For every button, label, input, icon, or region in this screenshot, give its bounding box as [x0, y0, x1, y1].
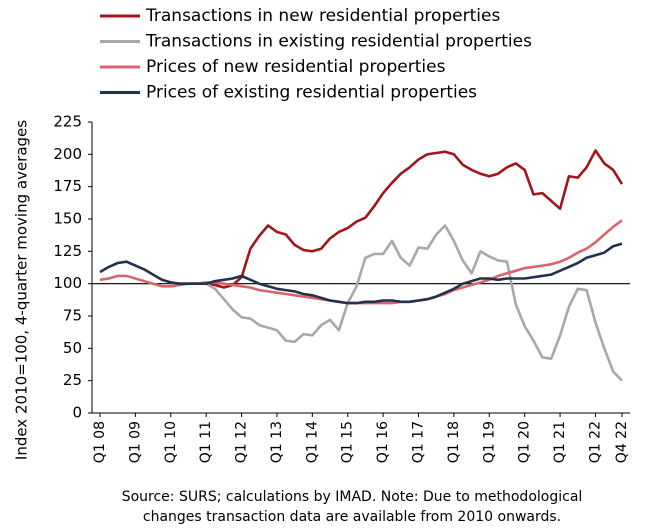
x-tick-label: Q1 19 [481, 421, 497, 463]
x-tick-label: Q1 15 [340, 421, 356, 463]
legend-label: Prices of existing residential propertie… [146, 83, 477, 103]
x-tick-label: Q1 09 [127, 421, 143, 463]
x-tick-label: Q1 21 [552, 421, 568, 463]
legend-label: Transactions in new residential properti… [145, 6, 500, 26]
y-tick-label: 50 [63, 339, 82, 357]
y-tick-label: 150 [53, 210, 82, 228]
x-tick-label: Q1 18 [446, 421, 462, 463]
x-tick-label: Q1 20 [517, 421, 533, 463]
series-line [170, 224, 623, 382]
x-tick-label: Q1 11 [198, 421, 214, 463]
x-tick-label: Q1 22 [587, 421, 603, 463]
y-tick-label: 125 [53, 242, 82, 260]
note: changes transaction data are available f… [143, 509, 561, 525]
x-tick-label: Q1 08 [92, 421, 108, 463]
series-line [99, 242, 623, 305]
note: Source: SURS; calculations by IMAD. Note… [122, 489, 583, 505]
y-tick-label: 175 [53, 177, 82, 195]
series-line [170, 149, 624, 289]
x-tick-label: Q1 12 [234, 421, 250, 463]
y-axis-label: Index 2010=100, 4-quarter moving average… [13, 120, 31, 460]
y-tick-label: 200 [53, 145, 82, 163]
x-tick-label: Q1 16 [375, 421, 391, 463]
series-line [99, 219, 623, 305]
y-tick-label: 100 [53, 274, 82, 292]
legend-label: Prices of new residential properties [146, 57, 446, 77]
y-tick-label: 75 [63, 307, 82, 325]
y-tick-label: 25 [63, 371, 82, 389]
x-tick-label: Q4 22 [614, 421, 630, 463]
y-tick-label: 225 [53, 113, 82, 131]
x-tick-label: Q1 14 [304, 421, 320, 463]
x-tick-label: Q1 17 [411, 421, 427, 463]
x-tick-label: Q1 13 [269, 421, 285, 463]
legend-label: Transactions in existing residential pro… [145, 32, 532, 52]
x-tick-label: Q1 10 [163, 421, 179, 463]
y-tick-label: 0 [72, 404, 82, 422]
